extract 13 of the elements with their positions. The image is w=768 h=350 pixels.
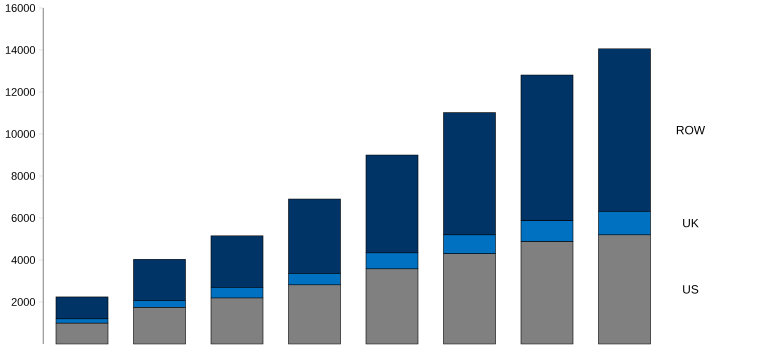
- bar: [56, 296, 108, 320]
- y-tick-label: 8000: [12, 172, 36, 180]
- y-tick-label: 2000: [12, 298, 36, 306]
- y-tick-label: 4000: [11, 256, 36, 264]
- y-tick-label: 16000: [6, 4, 36, 12]
- text: ROW: [676, 126, 706, 134]
- y-tick-label: 6000: [12, 214, 36, 222]
- y-tick-label: 12000: [6, 88, 36, 96]
- bar: [56, 322, 108, 344]
- y-tick-label: 14000: [6, 46, 36, 54]
- text: US: [683, 285, 698, 294]
- text: UK: [683, 218, 699, 228]
- y-tick-label: 10000: [6, 130, 36, 138]
